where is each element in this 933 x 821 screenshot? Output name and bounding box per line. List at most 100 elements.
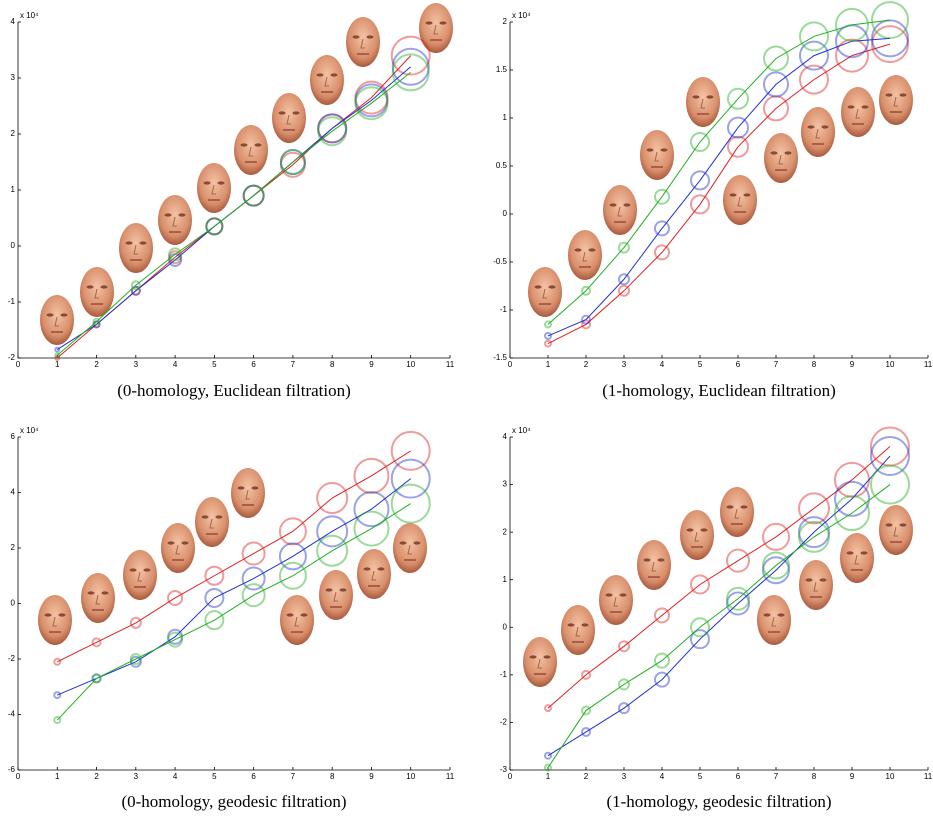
face-head <box>158 195 192 245</box>
face-eye <box>339 588 347 592</box>
x-tick-label: 6 <box>736 772 741 781</box>
face <box>38 595 72 645</box>
marker-circle <box>130 280 141 291</box>
face-nose <box>294 616 299 627</box>
face-head <box>840 533 874 583</box>
marker-circle <box>205 217 224 236</box>
face-eye <box>366 35 374 39</box>
face <box>764 133 798 183</box>
face-eye <box>201 515 209 519</box>
face-eye <box>178 213 186 217</box>
marker-circle <box>316 515 349 548</box>
face-nose <box>407 544 412 555</box>
face-nose <box>172 216 177 227</box>
face-eye <box>821 125 829 129</box>
marker-circle <box>168 250 183 265</box>
face-nose <box>771 616 776 627</box>
x-tick-label: 0 <box>16 360 21 369</box>
y-tick-label: -0.5 <box>493 257 507 266</box>
y-tick-label: 1 <box>503 575 508 584</box>
x-tick-label: 2 <box>584 360 589 369</box>
face-eye <box>139 241 147 245</box>
face-nose <box>694 531 699 542</box>
face <box>561 605 595 655</box>
y-tick-label: 1.5 <box>496 65 508 74</box>
marker-circle <box>53 657 62 666</box>
face-eye <box>330 73 338 77</box>
face-nose <box>95 594 100 605</box>
marker-circle <box>654 188 670 205</box>
marker-circle <box>390 458 431 499</box>
face-head <box>680 510 714 560</box>
marker-circle <box>54 352 61 359</box>
marker-circle <box>618 284 630 297</box>
x-tick-label: 6 <box>736 360 741 369</box>
face-head <box>161 523 195 573</box>
face-head <box>195 497 229 547</box>
x-tick-label: 3 <box>134 360 139 369</box>
face-head <box>720 487 754 537</box>
x-tick-label: 10 <box>406 772 415 781</box>
face-eye <box>46 313 54 317</box>
face-nose <box>813 581 818 592</box>
marker-circle <box>317 116 348 147</box>
marker-circle <box>391 53 430 92</box>
series-line <box>547 455 891 757</box>
face <box>723 175 757 225</box>
y-tick-label: -2 <box>8 654 16 663</box>
marker-circle <box>618 273 630 286</box>
face-eye <box>646 148 654 152</box>
x-tick-label: 1 <box>55 772 60 781</box>
marker-circle <box>241 583 266 608</box>
marker-circle <box>316 482 349 515</box>
face <box>757 595 791 645</box>
marker-circle <box>204 610 225 631</box>
y-tick-label: 3 <box>11 73 16 82</box>
face-head <box>841 87 875 137</box>
face <box>523 637 557 687</box>
face-head <box>879 505 913 555</box>
face <box>879 505 913 555</box>
face-eye <box>567 623 575 627</box>
marker-circle <box>167 631 184 648</box>
face-eye <box>619 593 627 597</box>
x-tick-label: 0 <box>508 360 513 369</box>
face-head <box>81 573 115 623</box>
series-line <box>547 19 891 325</box>
face <box>528 267 562 317</box>
y-tick-label: -1 <box>8 297 16 306</box>
marker-circle <box>618 640 630 653</box>
face-head <box>686 77 720 127</box>
y-tick-label: 0 <box>503 209 508 218</box>
face-head <box>528 267 562 317</box>
marker-circle <box>690 132 710 152</box>
face-head <box>231 468 265 518</box>
face-head <box>561 605 595 655</box>
x-tick-label: 2 <box>94 772 99 781</box>
face <box>603 185 637 235</box>
marker-circle <box>870 436 910 477</box>
marker-circle <box>279 149 306 175</box>
marker-circle <box>763 45 789 72</box>
face <box>801 107 835 157</box>
y-tick-label: -1.5 <box>493 353 507 362</box>
face-nose <box>371 570 376 581</box>
axis-multiplier: x 10⁴ <box>20 426 39 435</box>
face-nose <box>211 184 216 195</box>
x-tick-label: 11 <box>446 360 455 369</box>
face-eye <box>237 486 245 490</box>
marker-circle <box>53 691 62 700</box>
x-tick-label: 2 <box>584 772 589 781</box>
marker-circle <box>762 556 790 585</box>
x-tick-label: 11 <box>446 772 455 781</box>
face-head <box>272 93 306 143</box>
face-eye <box>729 193 737 197</box>
series-line <box>547 446 891 709</box>
face-head <box>757 595 791 645</box>
face-eye <box>181 541 189 545</box>
marker-circle <box>835 38 869 73</box>
face <box>346 17 380 67</box>
x-tick-label: 8 <box>330 360 335 369</box>
face-eye <box>44 613 52 617</box>
marker-circle <box>799 21 829 52</box>
